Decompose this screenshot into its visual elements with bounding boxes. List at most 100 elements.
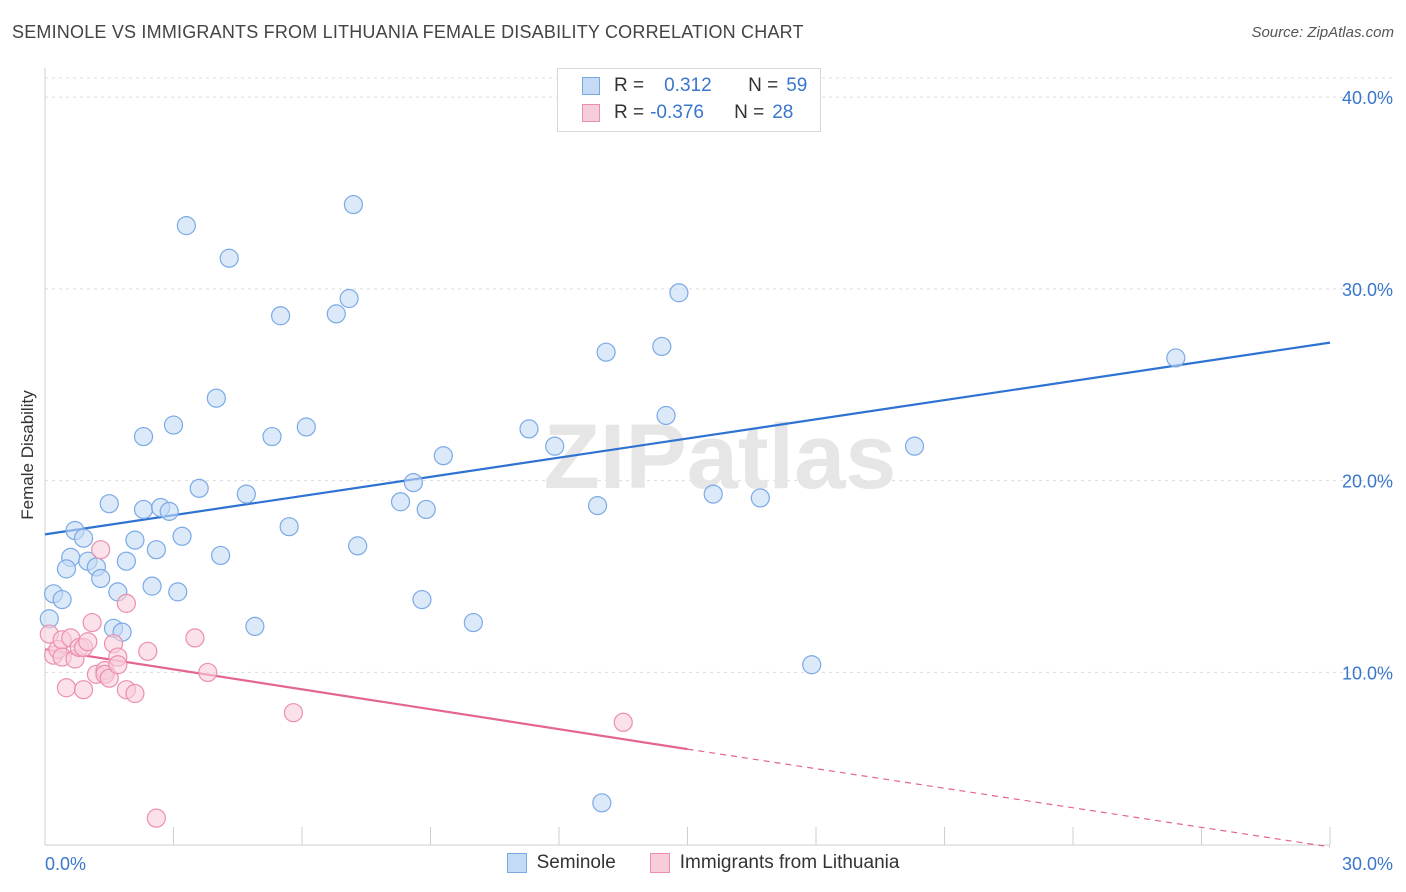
seminole-point (176, 216, 196, 236)
x-tick-label: 0.0% (45, 854, 86, 874)
seminole-point (270, 306, 291, 326)
gridlines (45, 77, 1392, 673)
y-tick-label: 40.0% (1342, 88, 1393, 108)
chart-source: Source: ZipAtlas.com (1251, 24, 1394, 41)
seminole-point (133, 426, 154, 447)
trend-line-extension-1 (687, 748, 1331, 848)
stats-legend: R = 0.312 N = 59 R = -0.376 N = 28 (557, 68, 821, 132)
seminole-point (219, 248, 239, 268)
legend-swatch-lithuania (582, 104, 600, 122)
lithuania-point (613, 712, 633, 732)
lithuania-point (82, 612, 102, 633)
trend-line-1 (44, 648, 688, 751)
lithuania-point (116, 593, 136, 613)
seminole-point (433, 446, 453, 466)
seminole-point (596, 342, 616, 362)
legend-n-label: N = (734, 102, 765, 123)
seminole-point (545, 436, 565, 456)
scatter-points (39, 194, 1186, 828)
seminole-point (416, 499, 436, 520)
y-tick-label: 20.0% (1342, 472, 1393, 492)
lithuania-point (185, 628, 205, 648)
seminole-point (125, 530, 145, 550)
legend-n-value: 59 (786, 75, 808, 96)
seminole-point (236, 484, 256, 504)
seminole-point (587, 496, 608, 516)
seminole-point (403, 472, 423, 493)
seminole-point (159, 501, 179, 521)
seminole-point (412, 589, 432, 610)
seminole-point (56, 559, 77, 579)
seminole-point (750, 488, 770, 508)
x-tick-label: 30.0% (1342, 854, 1393, 874)
legend-swatch-lithuania (649, 853, 670, 873)
legend-item-lithuania: Immigrants from Lithuania (649, 852, 900, 874)
y-axis-title: Female Disability (18, 390, 37, 520)
legend-r-label: R = (614, 75, 645, 96)
seminole-point (73, 528, 94, 548)
seminole-point (189, 478, 209, 498)
legend-item-seminole: Seminole (506, 852, 616, 874)
legend-swatch-seminole (506, 853, 527, 873)
seminole-point (904, 436, 925, 456)
seminole-point (91, 568, 111, 589)
series-legend: Seminole Immigrants from Lithuania (0, 852, 1406, 874)
legend-label-lithuania: Immigrants from Lithuania (679, 852, 900, 873)
seminole-point (245, 616, 265, 637)
lithuania-point (125, 683, 145, 704)
seminole-point (99, 494, 119, 514)
legend-row-seminole: R = 0.312 N = 59 (582, 74, 807, 98)
legend-row-lithuania: R = -0.376 N = 28 (582, 101, 793, 125)
axis-labels: 10.0% 20.0% 30.0% 40.0% 0.0% 30.0% (45, 88, 1393, 874)
seminole-point (519, 419, 539, 439)
seminole-point (116, 551, 136, 571)
lithuania-point (73, 680, 94, 700)
legend-r-label: R = (614, 102, 645, 123)
seminole-point (802, 655, 822, 675)
seminole-point (146, 540, 166, 560)
legend-n-value: 28 (772, 102, 794, 123)
lithuania-point (108, 655, 128, 675)
seminole-point (592, 793, 612, 813)
seminole-point (168, 582, 188, 602)
legend-label-seminole: Seminole (536, 852, 616, 873)
y-tick-label: 30.0% (1342, 280, 1393, 300)
seminole-point (1166, 348, 1186, 368)
lithuania-point (91, 540, 111, 560)
seminole-point (703, 484, 723, 504)
chart-title: SEMINOLE VS IMMIGRANTS FROM LITHUANIA FE… (12, 22, 804, 42)
trend-lines (44, 341, 1331, 848)
seminole-point (326, 304, 346, 324)
seminole-point (262, 426, 282, 447)
lithuania-point (138, 641, 158, 661)
seminole-point (348, 536, 368, 556)
lithuania-point (99, 668, 119, 688)
seminole-point (463, 612, 483, 633)
seminole-point (279, 517, 299, 537)
legend-r-value: 0.312 (664, 75, 712, 96)
legend-swatch-seminole (582, 77, 600, 95)
lithuania-point (283, 703, 304, 723)
seminole-point (343, 194, 363, 215)
seminole-point (656, 405, 676, 426)
seminole-point (52, 589, 72, 610)
seminole-point (669, 283, 689, 303)
seminole-point (206, 388, 226, 408)
seminole-point (211, 545, 231, 566)
seminole-point (163, 415, 184, 435)
lithuania-point (198, 662, 218, 683)
seminole-point (390, 492, 411, 512)
legend-r-value: -0.376 (650, 102, 704, 123)
legend-n-label: N = (748, 75, 779, 96)
lithuania-point (146, 808, 166, 828)
seminole-point (172, 526, 192, 546)
axes (44, 68, 1331, 846)
seminole-point (339, 288, 359, 309)
seminole-point (296, 417, 316, 437)
seminole-point (133, 499, 154, 520)
y-tick-label: 10.0% (1342, 663, 1393, 683)
trend-line-0 (44, 341, 1331, 536)
lithuania-point (56, 678, 77, 698)
lithuania-point (78, 632, 98, 652)
